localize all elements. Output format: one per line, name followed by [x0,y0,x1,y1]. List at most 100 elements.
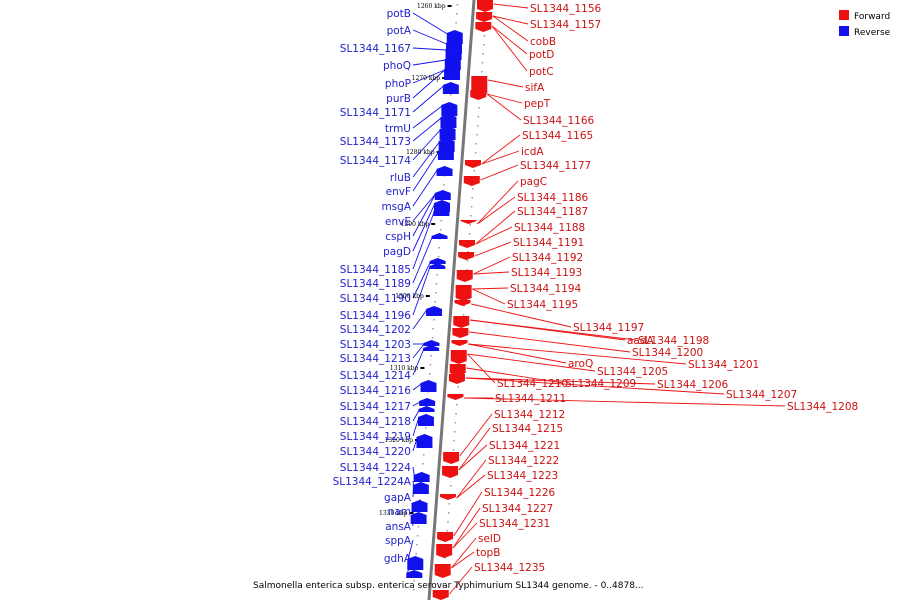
kbp-tick-label: 1270 kbp [412,75,441,82]
forward-gene-label: SL1344_1193 [511,267,582,279]
reverse-connector [412,117,442,142]
reverse-features [406,30,463,578]
reverse-connector [412,466,415,477]
track-dot [435,283,438,285]
track-dot [434,301,436,303]
track-dot [473,170,476,172]
reverse-gene-label: SL1344_1185 [340,264,411,276]
reverse-feature [436,166,453,176]
reverse-feature [410,512,427,524]
track-dot [438,247,440,249]
legend: Forward Reverse [839,10,891,38]
kbp-tick-label: 1260 kbp [417,3,446,10]
track-dot [453,431,456,433]
reverse-gene-label: SL1344_1203 [340,339,411,351]
forward-connector [452,522,478,549]
forward-connector [473,271,510,275]
track-dot [432,328,434,330]
reverse-gene-label: gapA [384,492,412,504]
forward-feature [447,394,464,400]
reverse-feature [445,46,462,60]
forward-connector [474,241,512,257]
reverse-connector [412,261,431,299]
track-dot [468,233,471,235]
reverse-connector [412,211,435,270]
track-dot [456,404,458,406]
reverse-gene-label: SL1344_1218 [340,416,411,428]
track-dot [463,305,465,307]
forward-gene-label: SL1344_1210 [497,378,568,390]
track-dot [467,251,469,253]
track-dot [449,485,452,487]
forward-feature [443,452,460,464]
reverse-gene-label: potB [387,8,411,20]
forward-gene-label: SL1344_1187 [517,206,588,218]
forward-gene-label: SL1344_1166 [523,115,595,127]
forward-connector [473,256,511,275]
forward-gene-label: SL1344_1156 [530,3,602,15]
track-dot [436,274,438,276]
forward-gene-label: SL1344_1165 [522,130,593,142]
track-dot [457,386,459,388]
reverse-connector-lines [406,12,448,575]
forward-feature [442,466,459,478]
forward-gene-label: SL1344_1157 [530,19,601,31]
reverse-gene-label: phoP [385,78,411,90]
forward-gene-label: pagC [520,176,547,188]
track-dot [415,553,418,555]
reverse-gene-label: cspH [385,231,411,243]
track-dot [419,499,422,501]
forward-feature [456,270,473,282]
forward-connector [458,444,488,471]
forward-feature [448,374,465,384]
forward-connector [475,210,516,245]
forward-connector [480,164,519,181]
forward-connector [493,3,529,9]
reverse-feature [439,126,456,140]
forward-gene-label: SL1344_1215 [492,423,563,435]
reverse-connector [412,343,425,359]
track-dot [448,503,451,505]
forward-feature [434,564,451,578]
reverse-gene-label: envF [386,186,411,198]
reverse-gene-label: SL1344_1224A [333,476,412,488]
forward-connector [459,413,493,457]
track-dot [431,337,434,339]
forward-gene-label: SL1344_1188 [514,222,585,234]
reverse-connector [412,409,420,422]
reverse-gene-label: purB [386,93,411,105]
forward-connector [465,377,656,385]
reverse-feature [434,200,450,212]
forward-connector [469,331,631,353]
reverse-feature [417,414,434,426]
reverse-connector [412,193,436,237]
track-dot [483,35,486,37]
reverse-connector [412,266,431,316]
forward-gene-label: SL1344_1191 [513,237,584,249]
track-dot [424,427,427,429]
track-dot [452,449,455,451]
track-dot [422,463,424,465]
reverse-connector [412,85,444,113]
track-dot [447,512,450,514]
forward-feature [432,590,449,600]
forward-gene-label: selD [478,533,501,545]
legend-reverse-swatch [839,26,849,36]
forward-gene-label: SL1344_1177 [520,160,591,172]
track-dot [417,526,420,528]
forward-gene-label: SL1344_1194 [510,283,582,295]
forward-gene-label: aroQ [568,358,593,370]
forward-gene-label: SL1344_1222 [488,455,559,467]
track-dot [435,292,437,294]
forward-connector [456,459,487,499]
forward-gene-label: SL1344_1197 [573,322,644,334]
forward-feature [470,90,487,100]
kbp-tick-label: 1290 kbp [401,221,430,228]
track-dot [430,355,432,357]
reverse-connector [412,47,447,51]
reverse-feature [429,258,446,264]
forward-gene-label: SL1344_1221 [489,440,560,452]
kbp-tick-mark [425,295,430,297]
track-dot [422,454,425,456]
track-dot [477,116,480,118]
